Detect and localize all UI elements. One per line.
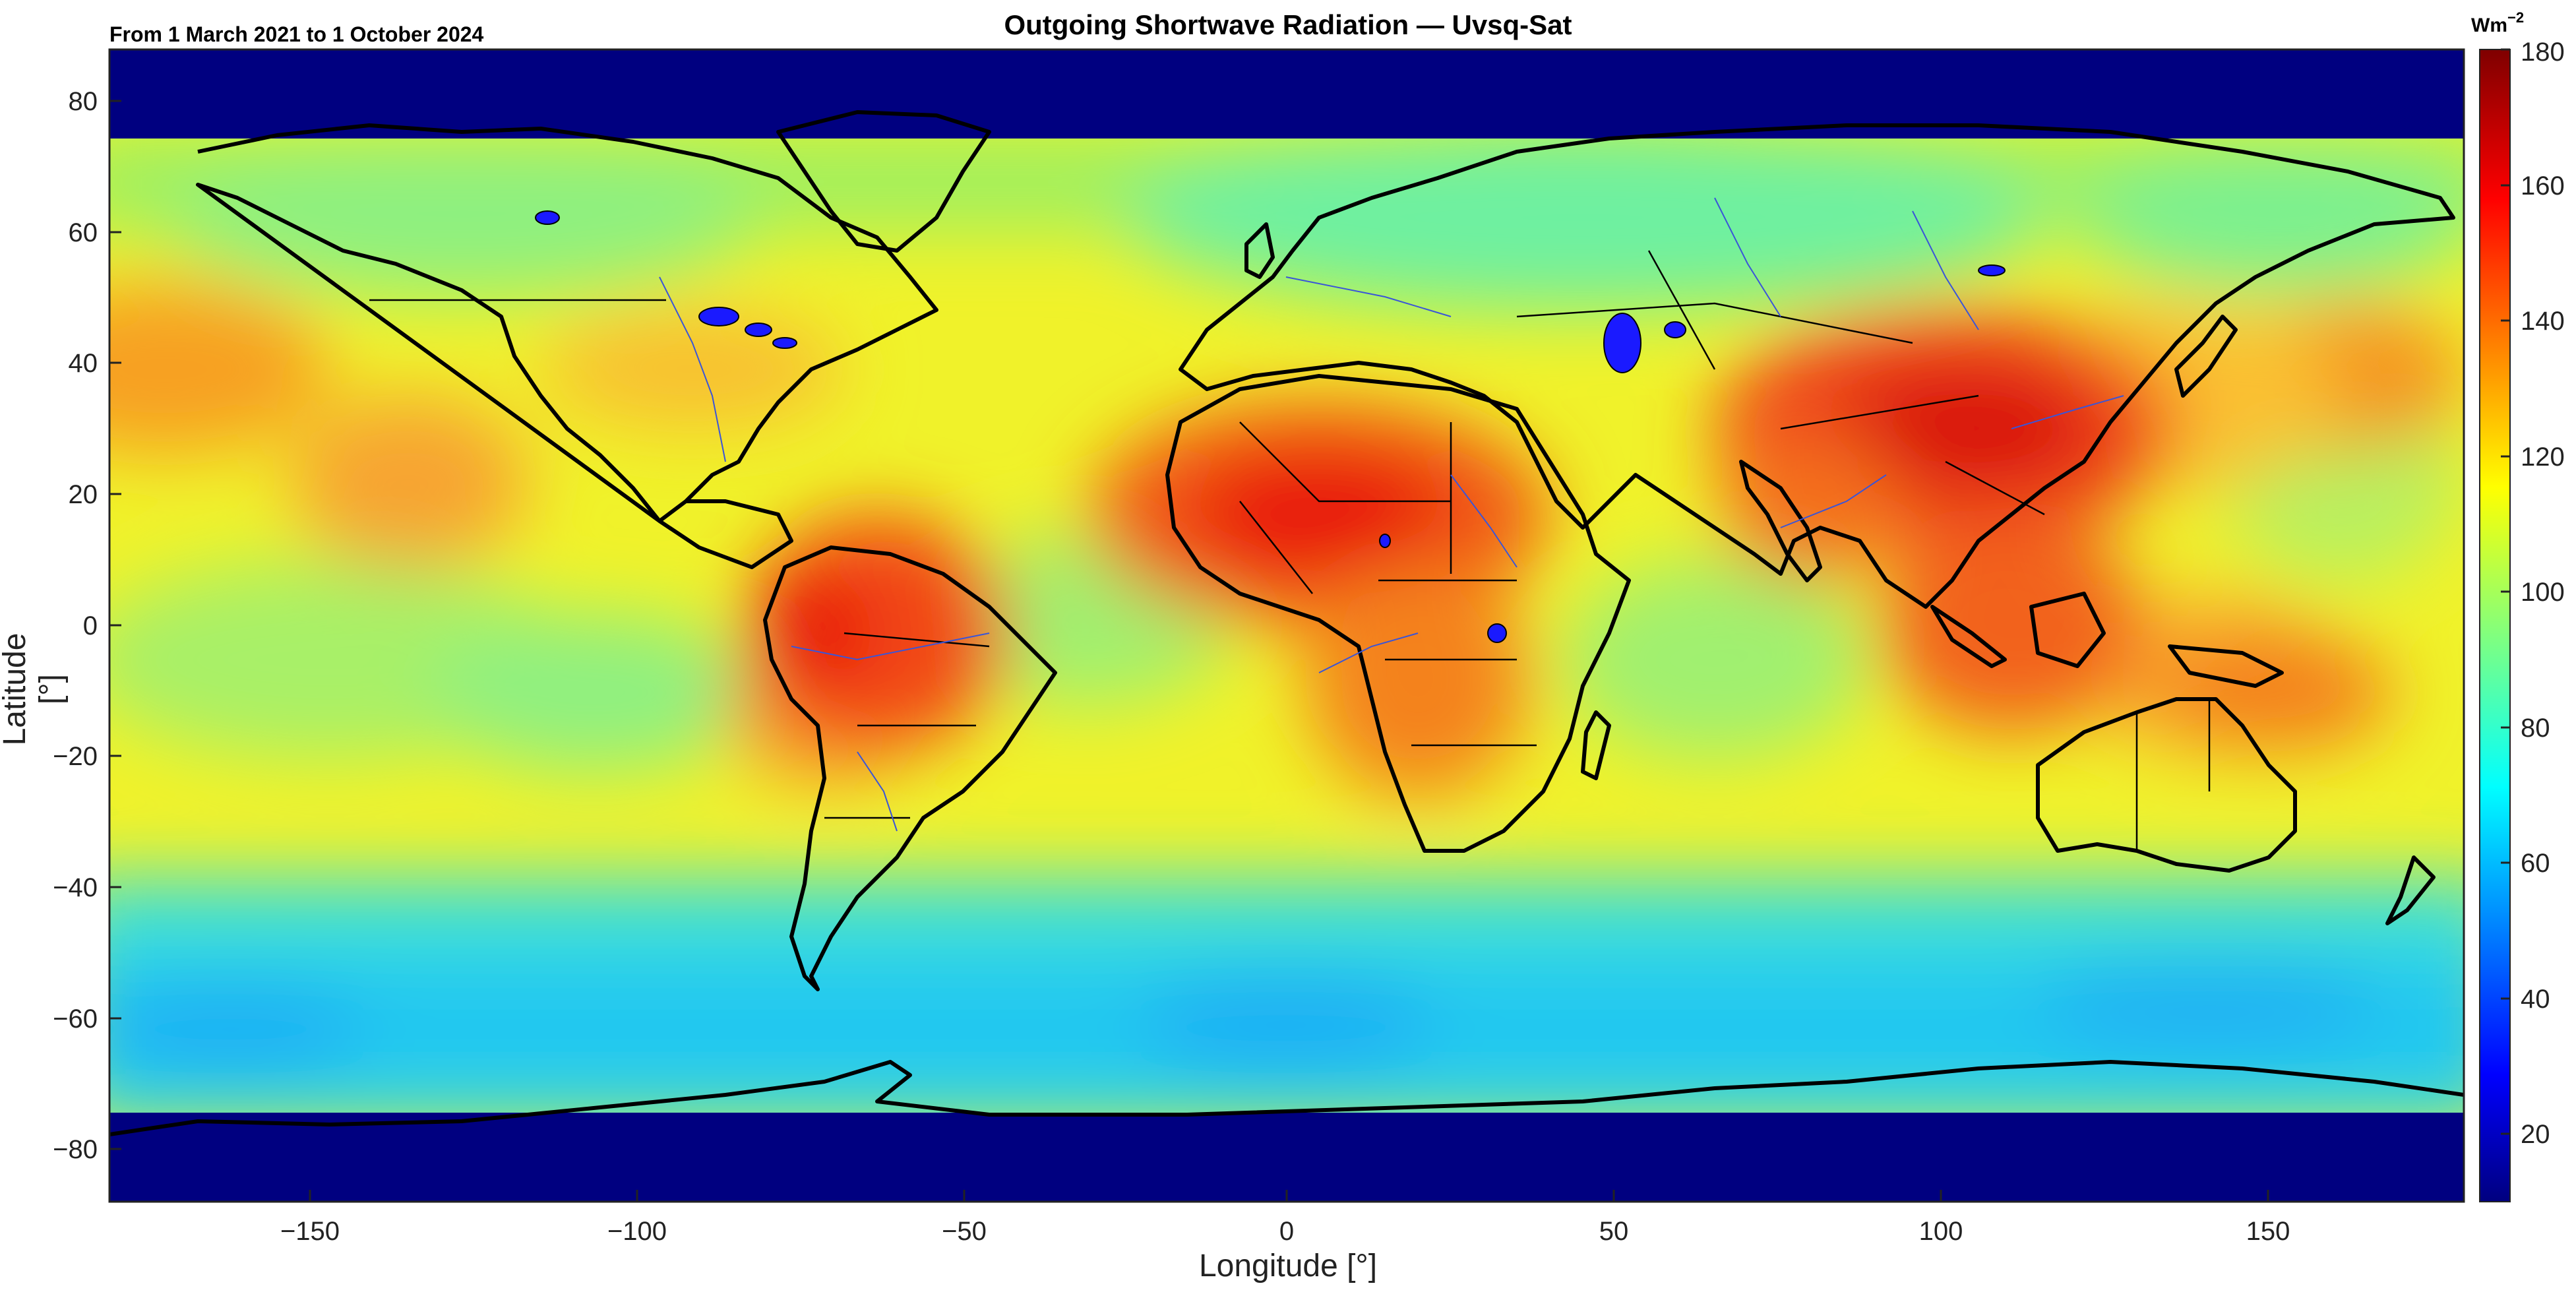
new-guinea-coast bbox=[2168, 644, 2284, 688]
colorbar-unit-exponent: −2 bbox=[2507, 9, 2525, 26]
new-zealand-coast bbox=[2385, 855, 2436, 925]
colorbar-ticks bbox=[2501, 48, 2510, 1135]
sumatra-coast bbox=[1930, 605, 2007, 668]
colorbar-tick-label: 60 bbox=[2521, 849, 2550, 878]
tick-marks bbox=[109, 100, 2269, 1202]
uk-coast bbox=[1244, 222, 1275, 279]
north-america-coast bbox=[196, 123, 938, 569]
colorbar-tick-label: 20 bbox=[2521, 1120, 2550, 1149]
colorbar-tick-label: 160 bbox=[2521, 171, 2565, 201]
y-tick-label: 40 bbox=[69, 349, 98, 378]
colorbar-tick-label: 120 bbox=[2521, 443, 2565, 472]
y-tick-label: −60 bbox=[53, 1004, 98, 1034]
country-borders bbox=[369, 250, 2211, 851]
colorbar-tick-label: 100 bbox=[2521, 578, 2565, 607]
y-tick-label: 80 bbox=[69, 87, 98, 116]
y-tick-labels: 80 60 40 20 0 −20 −40 −60 −80 bbox=[53, 87, 98, 1164]
africa-coast bbox=[1165, 374, 1631, 853]
x-tick-label: −100 bbox=[607, 1217, 667, 1246]
x-axis-label: Longitude [°] bbox=[1198, 1249, 1378, 1283]
chart-title: Outgoing Shortwave Radiation — Uvsq-Sat bbox=[1004, 9, 1572, 40]
colorbar-tick-label: 40 bbox=[2521, 985, 2550, 1014]
y-tick-label: 20 bbox=[69, 480, 98, 509]
y-tick-label: −80 bbox=[53, 1135, 98, 1164]
rivers bbox=[659, 197, 2124, 832]
colorbar-unit-base: Wm bbox=[2471, 15, 2507, 36]
lakes bbox=[535, 210, 2006, 643]
y-axis-label: Latitude [°] bbox=[0, 633, 69, 746]
x-tick-labels: −150 −100 −50 0 50 100 150 bbox=[280, 1217, 2290, 1246]
colorbar-tick-labels: 20 40 60 80 100 120 140 160 180 bbox=[2521, 38, 2565, 1149]
colorbar-unit: Wm−2 bbox=[2471, 9, 2524, 37]
x-tick-label: 50 bbox=[1599, 1217, 1629, 1246]
y-tick-label: 0 bbox=[83, 611, 98, 640]
borneo-coast bbox=[2029, 592, 2106, 668]
x-tick-label: 100 bbox=[1919, 1217, 1963, 1246]
chart-subtitle: From 1 March 2021 to 1 October 2024 bbox=[109, 22, 484, 46]
coastlines bbox=[109, 110, 2464, 1136]
colorbar-tick-label: 140 bbox=[2521, 307, 2565, 336]
south-america-coast bbox=[763, 545, 1057, 991]
japan-coast bbox=[2174, 315, 2238, 398]
x-tick-label: −150 bbox=[280, 1217, 340, 1246]
australia-coast bbox=[2036, 697, 2297, 873]
antarctica-coast bbox=[109, 1060, 2464, 1136]
eurasia-coast bbox=[1179, 123, 2455, 609]
y-tick-label: 60 bbox=[69, 218, 98, 247]
x-tick-label: 0 bbox=[1279, 1217, 1294, 1246]
colorbar-tick-label: 180 bbox=[2521, 38, 2565, 67]
madagascar-coast bbox=[1581, 710, 1611, 780]
colorbar-tick-label: 80 bbox=[2521, 714, 2550, 743]
greenland-coast bbox=[776, 110, 991, 253]
india-coast bbox=[1739, 460, 1822, 582]
x-tick-label: 150 bbox=[2246, 1217, 2290, 1246]
x-tick-label: −50 bbox=[942, 1217, 987, 1246]
y-tick-label: −20 bbox=[53, 742, 98, 771]
y-tick-label: −40 bbox=[53, 873, 98, 902]
colorbar bbox=[2479, 49, 2511, 1202]
